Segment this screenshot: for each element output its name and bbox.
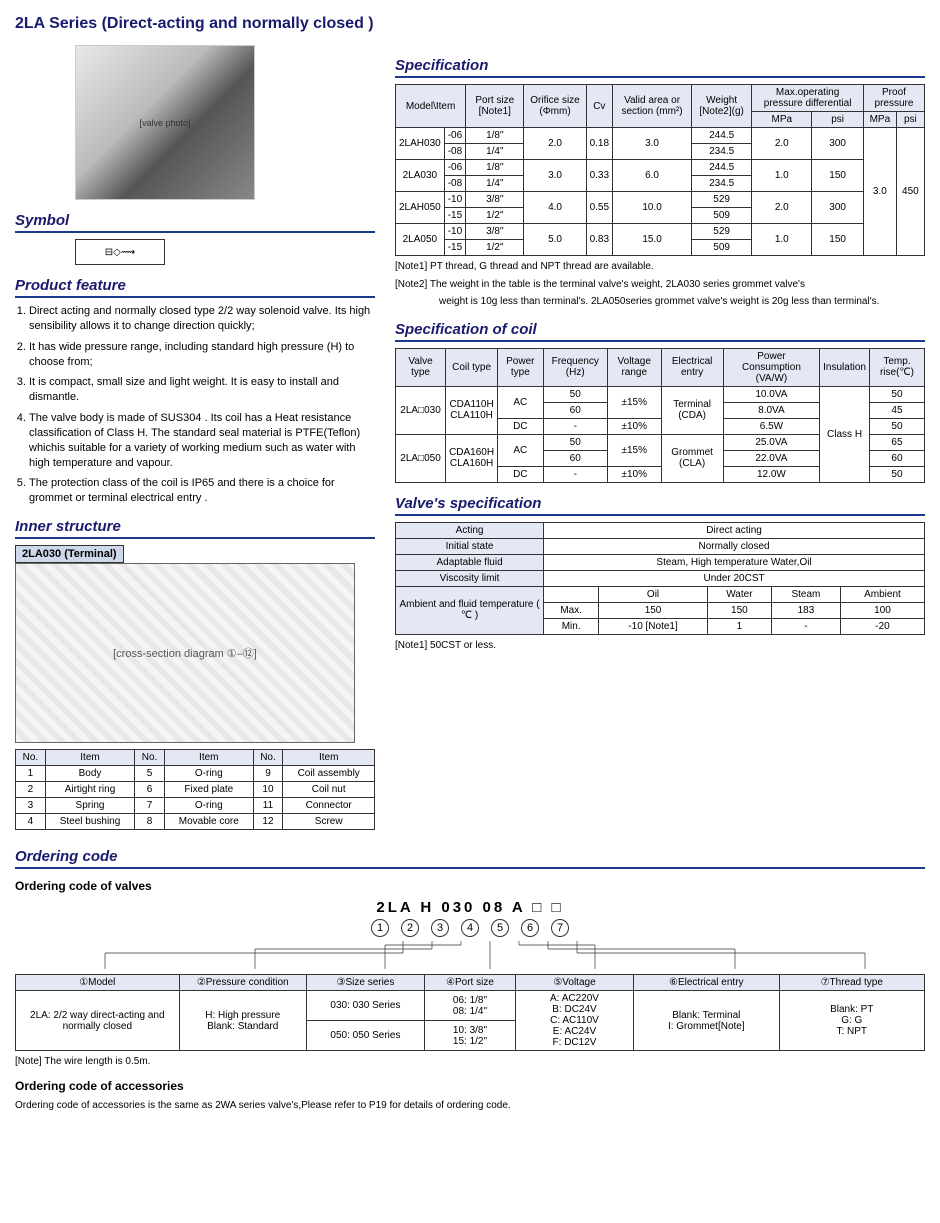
table-row: 2LAH050-103/8"4.00.5510.05292.0300 xyxy=(396,192,925,208)
ordering-sub-acc: Ordering code of accessories xyxy=(15,1079,925,1093)
inner-parts-table: No. Item No. Item No. Item 1Body5O-ring9… xyxy=(15,749,375,830)
symbol-heading: Symbol xyxy=(15,212,375,233)
table-row: 2LA030-061/8"3.00.336.0244.51.0150 xyxy=(396,160,925,176)
feature-item: Direct acting and normally closed type 2… xyxy=(29,304,375,334)
table-row: 4Steel bushing8Movable core12Screw xyxy=(16,814,375,830)
left-column: [valve photo] Symbol ⊟◇⟿ Product feature… xyxy=(15,45,375,830)
order-connector-lines xyxy=(15,941,915,971)
coil-table: Valve type Coil type Power type Frequenc… xyxy=(395,348,925,483)
product-feature-heading: Product feature xyxy=(15,277,375,298)
vspec-note: [Note1] 50CST or less. xyxy=(395,639,925,653)
col-model: Model\Item xyxy=(396,85,466,128)
col-no: No. xyxy=(253,750,283,766)
col-proof: Proof pressure xyxy=(863,85,924,112)
order-acc-text: Ordering code of accessories is the same… xyxy=(15,1099,925,1113)
feature-list: Direct acting and normally closed type 2… xyxy=(29,304,375,506)
spec-note2a: [Note2] The weight in the table is the t… xyxy=(395,278,925,292)
spec-note2b: weight is 10g less than terminal's. 2LA0… xyxy=(439,295,925,309)
page-title: 2LA Series (Direct-acting and normally c… xyxy=(15,15,925,33)
col-item: Item xyxy=(164,750,253,766)
col-valid: Valid area or section (mm²) xyxy=(613,85,692,128)
feature-item: The protection class of the coil is IP65… xyxy=(29,476,375,506)
table-row: 3Spring7O-ring11Connector xyxy=(16,798,375,814)
ordering-section: Ordering code Ordering code of valves 2L… xyxy=(15,848,925,1112)
feature-item: It is compact, small size and light weig… xyxy=(29,375,375,405)
table-row: 2LA□030CDA110H CLA110HAC50±15%Terminal (… xyxy=(396,386,925,402)
inner-structure-label: 2LA030 (Terminal) xyxy=(15,545,124,563)
coil-heading: Specification of coil xyxy=(395,321,925,342)
col-cv: Cv xyxy=(586,85,612,128)
col-weight: Weight [Note2](g) xyxy=(692,85,752,128)
product-image: [valve photo] xyxy=(75,45,255,200)
table-row: 2LAH030-061/8"2.00.183.0244.52.03003.045… xyxy=(396,128,925,144)
order-note: [Note] The wire length is 0.5m. xyxy=(15,1055,925,1069)
inner-structure-diagram: [cross-section diagram ①–⑫] xyxy=(15,563,355,743)
feature-item: It has wide pressure range, including st… xyxy=(29,340,375,370)
spec-note1: [Note1] PT thread, G thread and NPT thre… xyxy=(395,260,925,274)
col-port: Port size [Note1] xyxy=(466,85,524,128)
valve-spec-table: ActingDirect acting Initial stateNormall… xyxy=(395,522,925,635)
col-item: Item xyxy=(283,750,375,766)
table-row: 2LA: 2/2 way direct-acting and normally … xyxy=(16,991,925,1021)
order-table: ①Model ②Pressure condition ③Size series … xyxy=(15,974,925,1051)
feature-item: The valve body is made of SUS304 . Its c… xyxy=(29,411,375,470)
col-no: No. xyxy=(16,750,46,766)
right-column: Specification Model\Item Port size [Note… xyxy=(395,45,925,830)
table-row: 2LA050-103/8"5.00.8315.05291.0150 xyxy=(396,224,925,240)
valve-spec-heading: Valve's specification xyxy=(395,495,925,516)
spec-table: Model\Item Port size [Note1] Orifice siz… xyxy=(395,84,925,256)
col-item: Item xyxy=(45,750,134,766)
symbol-diagram: ⊟◇⟿ xyxy=(75,239,165,265)
ordering-sub-valves: Ordering code of valves xyxy=(15,879,925,893)
order-code-circles: 1234567 xyxy=(15,918,925,937)
col-maxop: Max.operating pressure differential xyxy=(752,85,864,112)
col-no: No. xyxy=(135,750,165,766)
order-code-string: 2LA H 030 08 A □ □ xyxy=(15,899,925,916)
inner-structure-heading: Inner structure xyxy=(15,518,375,539)
spec-heading: Specification xyxy=(395,57,925,78)
col-orifice: Orifice size (Φmm) xyxy=(524,85,586,128)
table-row: 2Airtight ring6Fixed plate10Coil nut xyxy=(16,782,375,798)
ordering-heading: Ordering code xyxy=(15,848,925,869)
table-row: 1Body5O-ring9Coil assembly xyxy=(16,766,375,782)
